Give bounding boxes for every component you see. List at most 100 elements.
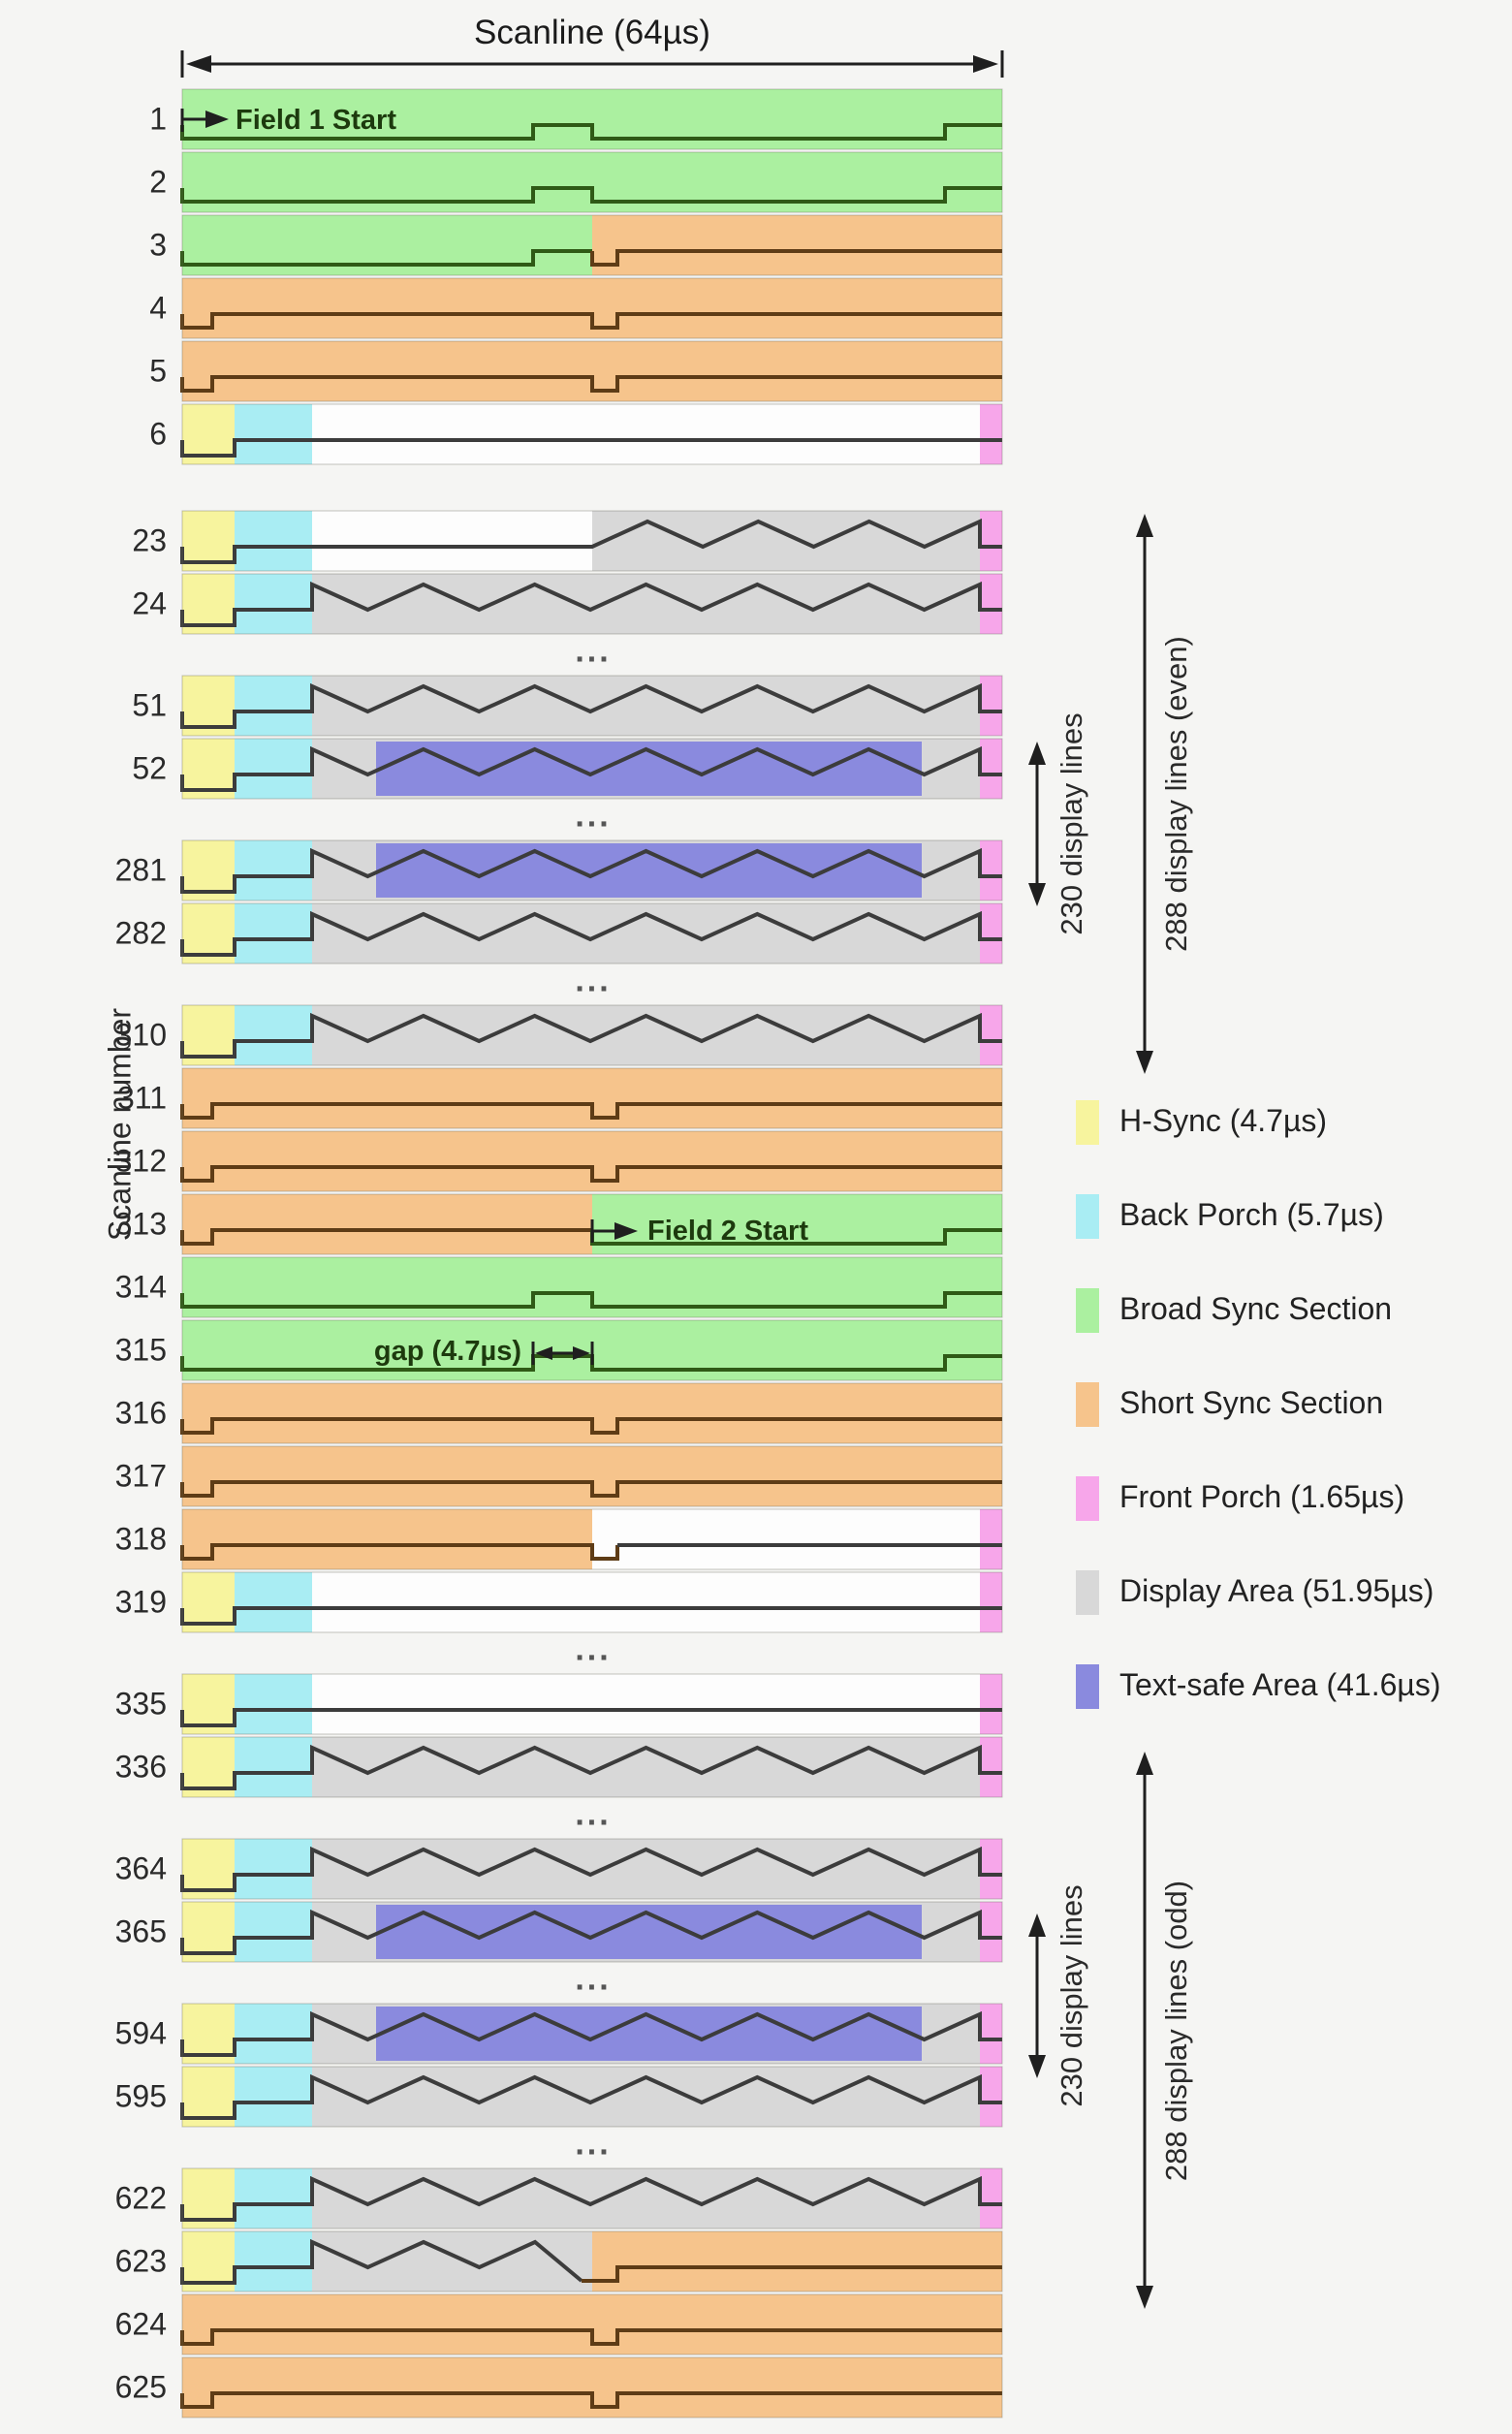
front-porch-region <box>980 1839 1002 1899</box>
row-outline <box>181 573 1003 635</box>
scanline-number: 24 <box>132 585 167 621</box>
gap-label: gap (4.7µs) <box>373 1336 521 1367</box>
waveform <box>180 847 1002 894</box>
front-porch-region <box>980 676 1002 736</box>
waveform <box>590 249 1002 267</box>
blank-region <box>312 1674 980 1734</box>
waveform <box>180 2328 1002 2346</box>
row-outline <box>181 1382 1003 1444</box>
scanline-number: 318 <box>114 1521 167 1557</box>
field1-arrowhead-icon <box>205 111 229 128</box>
row-outline <box>181 277 1003 339</box>
legend-label: Short Sync Section <box>1119 1385 1384 1421</box>
waveform <box>180 123 1002 141</box>
row-outline <box>181 2003 1003 2065</box>
blank-region <box>592 1509 980 1569</box>
row-outline <box>181 1736 1003 1798</box>
row-outline <box>181 2356 1003 2418</box>
scanline-number: 1 <box>149 101 167 137</box>
vertical-arrowhead-icon <box>1136 1051 1153 1074</box>
blank-region <box>312 1572 980 1632</box>
scanline-number: 4 <box>149 290 167 326</box>
waveform <box>180 2175 1002 2222</box>
scanline-number: 594 <box>114 2015 167 2051</box>
back-porch-region <box>235 903 312 964</box>
waveform <box>180 2238 583 2285</box>
scanline-number: 5 <box>149 353 167 389</box>
scanline-number: 319 <box>114 1584 167 1620</box>
ellipsis: ... <box>575 1629 612 1667</box>
legend-label: H-Sync (4.7µs) <box>1119 1103 1328 1139</box>
waveform <box>180 2391 1002 2409</box>
back-porch-region <box>235 1902 312 1962</box>
waveform <box>180 1012 1002 1059</box>
scanline-number: 317 <box>114 1458 167 1494</box>
ellipsis: ... <box>575 961 612 998</box>
row-outline <box>181 1067 1003 1129</box>
waveform <box>180 910 1002 957</box>
scanline-number: 312 <box>114 1143 167 1179</box>
row-outline <box>181 2167 1003 2229</box>
front-porch-region <box>980 1005 1002 1065</box>
scanline-number: 624 <box>114 2306 167 2342</box>
waveform <box>180 1102 1002 1120</box>
scanline-number: 2 <box>149 164 167 200</box>
legend-swatch-back_porch <box>1076 1194 1099 1239</box>
back-porch-region <box>235 840 312 901</box>
back-porch-region <box>235 2004 312 2064</box>
row-outline <box>181 1193 1003 1255</box>
field2-arrowhead-icon <box>614 1222 638 1240</box>
scanline-number: 6 <box>149 416 167 452</box>
gap-arrowhead-icon <box>535 1346 552 1360</box>
row-outline <box>181 1256 1003 1318</box>
back-porch-region <box>235 2168 312 2229</box>
back-porch-region <box>235 404 312 464</box>
scanline-number: 364 <box>114 1850 167 1886</box>
front-porch-region <box>980 1902 1002 1962</box>
waveform <box>180 1291 1002 1309</box>
waveform <box>180 1228 592 1246</box>
back-porch-region <box>235 1572 312 1632</box>
waveform <box>180 518 1002 564</box>
waveform <box>180 1744 1002 1790</box>
row-outline <box>181 214 1003 276</box>
vertical-arrowhead-icon <box>1136 514 1153 537</box>
back-porch-region <box>235 2067 312 2127</box>
waveform <box>180 1606 1002 1626</box>
display-region <box>592 511 980 571</box>
scanline-number: 281 <box>114 852 167 888</box>
waveform <box>180 438 1002 458</box>
row-outline <box>181 1838 1003 1900</box>
vertical-arrowhead-icon <box>1028 2055 1046 2078</box>
scanline-number: 23 <box>132 522 167 558</box>
waveform <box>180 1417 1002 1435</box>
front-porch-region <box>980 511 1002 571</box>
scanline-number: 310 <box>114 1017 167 1053</box>
side-arrow-label-odd-long: 288 display lines (odd) <box>1159 1880 1193 2182</box>
legend-swatch-display_area <box>1076 1570 1099 1615</box>
gap-arrowhead-icon <box>573 1346 590 1360</box>
waveform <box>180 581 1002 627</box>
waveform <box>180 249 592 267</box>
legend-swatch-hsync <box>1076 1100 1099 1145</box>
front-porch-region <box>980 1572 1002 1632</box>
legend-label: Front Porch (1.65µs) <box>1119 1479 1405 1515</box>
row-outline <box>181 403 1003 465</box>
scanline-number: 315 <box>114 1332 167 1368</box>
front-porch-region <box>980 840 1002 901</box>
scanline-number: 314 <box>114 1269 167 1305</box>
waveform <box>180 1480 1002 1498</box>
scanline-number: 623 <box>114 2243 167 2279</box>
legend-label: Back Porch (5.7µs) <box>1119 1197 1384 1233</box>
waveform <box>180 1708 1002 1727</box>
waveform <box>582 2265 1002 2283</box>
scanline-number: 335 <box>114 1686 167 1722</box>
waveform <box>180 2073 1002 2120</box>
row-outline <box>181 839 1003 901</box>
scanline-number: 365 <box>114 1913 167 1949</box>
diagram-title: Scanline (64µs) <box>474 14 710 51</box>
blank-region <box>312 511 592 571</box>
front-porch-region <box>980 2004 1002 2064</box>
waveform <box>180 1846 1002 1892</box>
